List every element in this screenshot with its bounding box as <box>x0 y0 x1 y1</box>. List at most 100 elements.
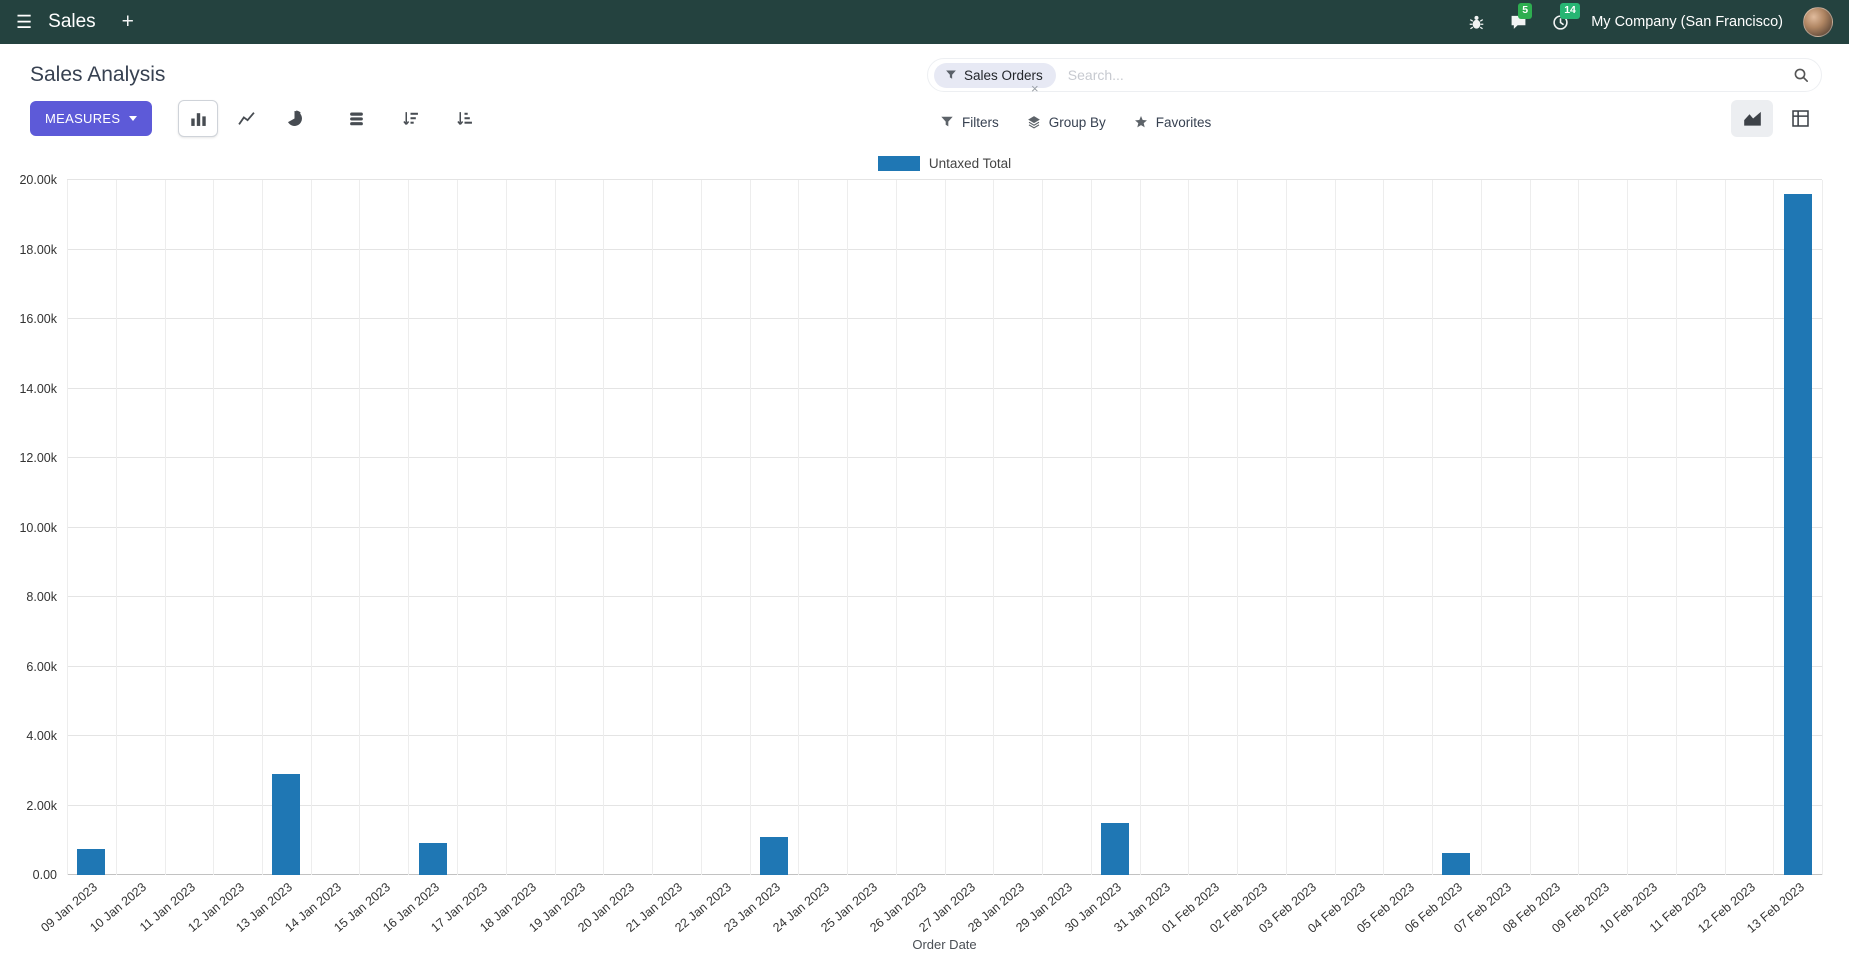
v-gridline <box>1139 180 1141 875</box>
activities-clock-icon[interactable]: 14 <box>1549 3 1580 33</box>
messages-icon[interactable]: 5 <box>1507 3 1533 33</box>
v-gridline <box>164 180 166 875</box>
legend-swatch <box>877 155 920 171</box>
plus-icon[interactable]: + <box>121 10 134 33</box>
bar[interactable] <box>272 774 301 875</box>
x-axis-title: Order Date <box>912 937 977 952</box>
v-gridline <box>603 180 605 875</box>
control-panel-bottom: MEASURES Filters Group By <box>0 98 1849 146</box>
x-axis-labels: 09 Jan 2023 10 Jan 2023 11 Jan 2023 12 Jan … <box>39 875 1822 937</box>
chart-plot: 0.00 2.00k 4.00k 6.00k 8.00k 10.00k 12.00k 14.0… <box>19 173 1823 882</box>
area-chart-icon <box>1743 111 1761 126</box>
v-gridline <box>1773 180 1775 875</box>
measures-button[interactable]: MEASURES <box>30 100 153 136</box>
chart-legend: Untaxed Total <box>67 150 1822 176</box>
v-gridline <box>1236 180 1238 875</box>
filters-label: Filters <box>962 114 999 130</box>
v-gridline <box>359 180 361 875</box>
h-gridline <box>67 179 1822 180</box>
line-chart-button[interactable] <box>226 100 266 137</box>
search-facet[interactable]: Sales Orders <box>934 62 1056 88</box>
search-icon[interactable] <box>1793 67 1809 83</box>
bar[interactable] <box>77 848 106 875</box>
y-tick-label: 0.00 <box>32 868 57 882</box>
activities-badge: 14 <box>1560 3 1580 19</box>
v-gridline <box>505 180 507 875</box>
v-gridline <box>749 180 751 875</box>
v-gridline <box>1090 180 1092 875</box>
bar-chart-button[interactable] <box>178 99 219 137</box>
view-switcher <box>1731 100 1821 137</box>
top-navbar: ☰ Sales + 5 14 My Company (San Francisco… <box>0 0 1849 44</box>
y-tick-label: 2.00k <box>26 798 57 813</box>
v-gridline <box>1578 180 1580 875</box>
v-gridline <box>67 180 68 875</box>
v-gridline <box>1627 180 1628 875</box>
y-tick-label: 4.00k <box>26 729 57 743</box>
stacked-toggle-button[interactable] <box>336 100 376 137</box>
v-gridline <box>310 180 312 875</box>
page-title: Sales Analysis <box>30 63 166 86</box>
caret-down-icon <box>129 115 138 121</box>
v-gridline <box>700 180 702 875</box>
v-gridline <box>554 180 556 875</box>
y-tick-label: 6.00k <box>26 659 57 674</box>
v-gridline <box>1529 180 1531 875</box>
facet-remove-icon[interactable]: × <box>1031 81 1039 96</box>
v-gridline <box>1432 180 1433 875</box>
bar[interactable] <box>1101 823 1130 875</box>
apps-menu-icon[interactable]: ☰ <box>16 12 33 32</box>
y-tick-label: 16.00k <box>19 312 57 326</box>
v-gridline <box>1383 180 1385 875</box>
navbar-left: ☰ Sales + <box>16 10 134 34</box>
graph-view-button[interactable] <box>1731 100 1773 137</box>
filter-funnel-icon <box>946 70 956 79</box>
sort-descending-button[interactable] <box>390 100 430 137</box>
filter-funnel-icon <box>941 116 953 127</box>
y-tick-label: 20.00k <box>19 173 57 187</box>
star-icon <box>1134 116 1147 128</box>
v-gridline <box>944 180 946 875</box>
pivot-view-button[interactable] <box>1779 100 1821 137</box>
v-gridline <box>847 180 848 875</box>
group-by-button[interactable]: Group By <box>1027 115 1106 130</box>
v-gridline <box>457 180 458 875</box>
bar[interactable] <box>759 837 788 875</box>
control-panel-top: Sales Analysis Sales Orders × <box>0 44 1849 98</box>
group-by-label: Group By <box>1048 114 1106 130</box>
v-gridline <box>1724 180 1726 875</box>
v-gridline <box>1285 180 1287 875</box>
navbar-right: 5 14 My Company (San Francisco) <box>1465 3 1833 37</box>
v-gridline <box>651 180 653 875</box>
filters-button[interactable]: Filters <box>940 115 999 130</box>
y-tick-label: 10.00k <box>19 520 57 535</box>
v-gridline <box>1334 180 1336 875</box>
y-tick-label: 18.00k <box>19 242 57 257</box>
pie-chart-button[interactable] <box>274 100 314 137</box>
app-name[interactable]: Sales <box>48 11 96 32</box>
search-bar[interactable]: Sales Orders × <box>927 58 1822 96</box>
sort-ascending-button[interactable] <box>444 100 484 137</box>
v-gridline <box>408 180 410 875</box>
v-gridline <box>115 180 117 875</box>
search-options: Filters Group By Favorites <box>940 98 1211 146</box>
v-gridline <box>1675 180 1677 875</box>
chart-type-group <box>178 99 314 137</box>
bar[interactable] <box>1783 193 1812 875</box>
measures-label: MEASURES <box>45 110 121 126</box>
facet-label: Sales Orders <box>964 67 1043 83</box>
bar[interactable] <box>1442 853 1471 875</box>
company-switcher[interactable]: My Company (San Francisco) <box>1591 14 1783 30</box>
user-avatar[interactable] <box>1803 7 1833 37</box>
y-tick-label: 8.00k <box>26 590 57 604</box>
search-input[interactable] <box>1065 66 1793 84</box>
chart-region: Untaxed Total 0.00 2.00k 4.00k 6.00k 8.00k 10… <box>0 150 1849 960</box>
layers-icon <box>1027 116 1040 129</box>
favorites-button[interactable]: Favorites <box>1134 114 1212 130</box>
v-gridline <box>1042 180 1043 875</box>
pivot-table-icon <box>1791 110 1809 127</box>
y-tick-label: 14.00k <box>19 381 57 396</box>
favorites-label: Favorites <box>1155 114 1212 130</box>
bar[interactable] <box>418 842 447 875</box>
debug-bug-icon[interactable] <box>1465 11 1487 33</box>
